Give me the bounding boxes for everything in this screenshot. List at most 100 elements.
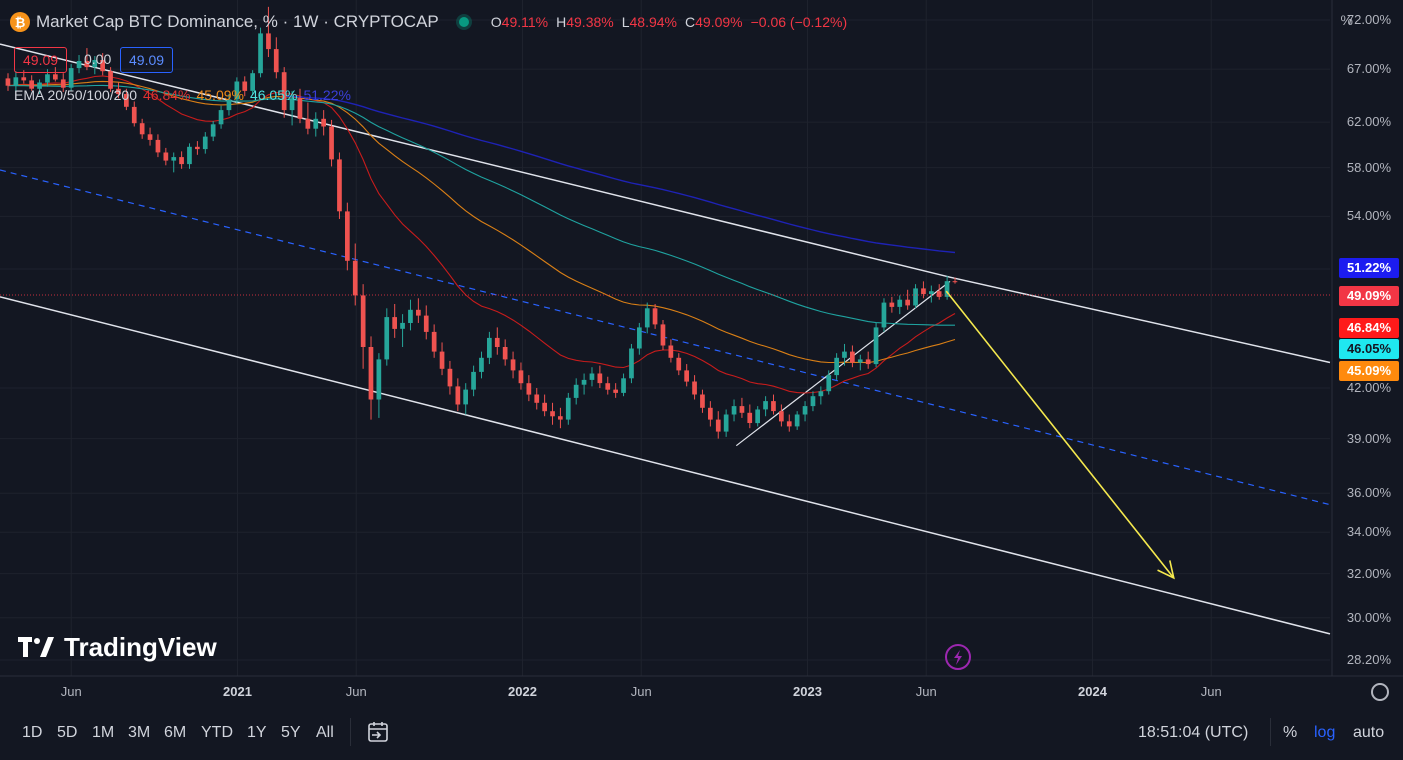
candle	[281, 67, 287, 118]
candle	[802, 401, 808, 422]
candle-body	[889, 302, 895, 307]
goto-date-icon[interactable]	[366, 720, 390, 744]
time-tick-label: Jun	[915, 684, 937, 699]
candle-body	[163, 152, 169, 161]
auto-toggle[interactable]: auto	[1353, 724, 1385, 741]
candle	[747, 404, 753, 429]
candle	[100, 53, 105, 76]
candle	[376, 353, 382, 418]
candle-body	[502, 347, 508, 360]
candle	[494, 327, 500, 355]
candle	[53, 67, 58, 82]
candle-body	[13, 77, 19, 86]
candle	[455, 378, 461, 412]
candle-body	[400, 322, 405, 329]
candle-body	[897, 299, 903, 307]
candle	[147, 127, 153, 146]
candle	[392, 303, 397, 338]
symbol-title: Market Cap BTC Dominance, % · 1W · CRYPT…	[36, 12, 439, 31]
range-button-6m[interactable]: 6M	[164, 724, 187, 741]
tradingview-logo-text: TradingView	[64, 632, 217, 662]
candle-body	[842, 351, 847, 358]
candle-body	[423, 315, 429, 332]
candle-body	[739, 406, 745, 413]
candle	[37, 79, 42, 95]
candle	[108, 67, 113, 92]
candle	[818, 386, 824, 405]
candle	[637, 322, 642, 355]
candle-body	[337, 159, 342, 212]
symbol-legend[interactable]: ₿ Market Cap BTC Dominance, % · 1W · CRY…	[10, 12, 847, 32]
candle	[929, 285, 934, 303]
percent-toggle[interactable]: %	[1283, 724, 1298, 741]
candle	[313, 112, 319, 137]
candle-body	[881, 302, 887, 328]
range-button-1y[interactable]: 1Y	[247, 724, 267, 741]
candle-body	[416, 309, 421, 316]
ema-line-50	[7, 80, 956, 364]
candle	[68, 64, 74, 91]
candle-body	[629, 348, 634, 379]
buy-button[interactable]: 49.09	[120, 47, 174, 73]
candle	[155, 134, 161, 158]
utc-clock[interactable]: 18:51:04 (UTC)	[1138, 724, 1249, 741]
ema-legend[interactable]: EMA 20/50/100/200 46.84% 45.09% 46.05% 5…	[14, 87, 351, 103]
log-toggle[interactable]: log	[1314, 724, 1336, 741]
candle-body	[84, 61, 90, 68]
chart-settings-icon[interactable]	[1371, 683, 1389, 701]
range-button-1m[interactable]: 1M	[92, 724, 115, 741]
candle	[755, 406, 760, 427]
candle-body	[834, 357, 839, 376]
market-status-icon	[458, 17, 469, 27]
candle	[139, 118, 145, 139]
candle	[360, 284, 366, 369]
candle	[439, 342, 445, 376]
candle-body	[865, 359, 871, 365]
ema200-badge: 51.22%	[1339, 258, 1399, 278]
candle-body	[195, 146, 200, 150]
candle-body	[408, 309, 413, 323]
candle-body	[368, 347, 374, 400]
candle-body	[147, 134, 153, 140]
time-tick-label: 2022	[508, 684, 537, 699]
range-button-5y[interactable]: 5Y	[281, 724, 301, 741]
range-button-ytd[interactable]: YTD	[201, 724, 233, 741]
candle-body	[644, 308, 650, 328]
percent-unit-icon[interactable]: %	[1340, 12, 1353, 28]
price-tick-label: 30.00%	[1346, 609, 1391, 625]
price-tick-label: 39.00%	[1346, 430, 1391, 446]
candle	[550, 402, 555, 425]
ohlc-close-label: C	[685, 14, 696, 30]
candle	[187, 143, 192, 169]
candle	[542, 394, 547, 417]
candle	[76, 55, 82, 74]
last-price-badge: 49.09%	[1339, 286, 1399, 306]
time-tick-label: Jun	[1200, 684, 1222, 699]
candle-body	[352, 260, 358, 296]
candle	[534, 388, 540, 410]
candle-body	[826, 375, 832, 392]
candle	[794, 411, 800, 430]
candle-body	[463, 389, 468, 405]
range-button-3m[interactable]: 3M	[128, 724, 151, 741]
range-button-5d[interactable]: 5D	[57, 724, 78, 741]
sell-button[interactable]: 49.09	[14, 47, 68, 73]
candle	[352, 243, 358, 306]
range-button-all[interactable]: All	[316, 724, 334, 741]
candle-body	[494, 337, 500, 347]
events-lightning-icon[interactable]	[945, 644, 971, 670]
ema-legend-label: EMA 20/50/100/200	[14, 87, 137, 103]
candle-body	[68, 68, 74, 88]
candle-body	[155, 139, 161, 153]
candle	[897, 295, 903, 315]
lightning-glyph	[954, 650, 962, 665]
candle-body	[376, 359, 382, 400]
bitcoin-icon: ₿	[10, 12, 30, 32]
candle	[842, 343, 847, 366]
candle	[305, 102, 311, 135]
range-button-1d[interactable]: 1D	[22, 724, 43, 741]
candle	[873, 322, 879, 368]
candle-body	[281, 72, 287, 111]
candle-body	[510, 359, 516, 371]
